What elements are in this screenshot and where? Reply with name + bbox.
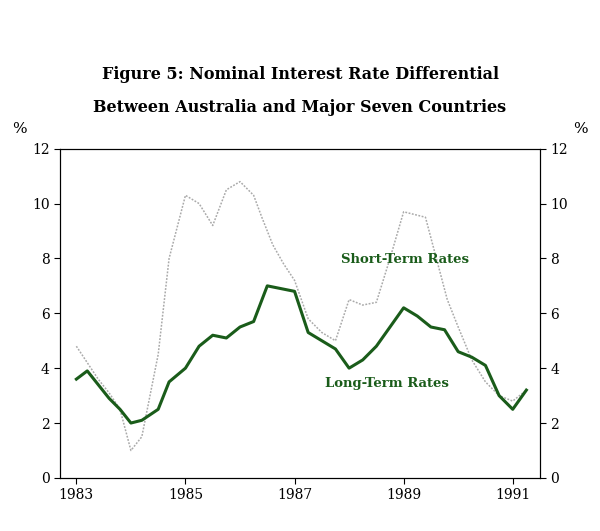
Text: Figure 5: Nominal Interest Rate Differential: Figure 5: Nominal Interest Rate Differen…	[101, 66, 499, 83]
Text: Short-Term Rates: Short-Term Rates	[341, 253, 469, 266]
Text: %: %	[12, 122, 26, 135]
Text: %: %	[574, 122, 588, 135]
Text: Long-Term Rates: Long-Term Rates	[325, 378, 448, 390]
Text: Between Australia and Major Seven Countries: Between Australia and Major Seven Countr…	[94, 99, 506, 116]
